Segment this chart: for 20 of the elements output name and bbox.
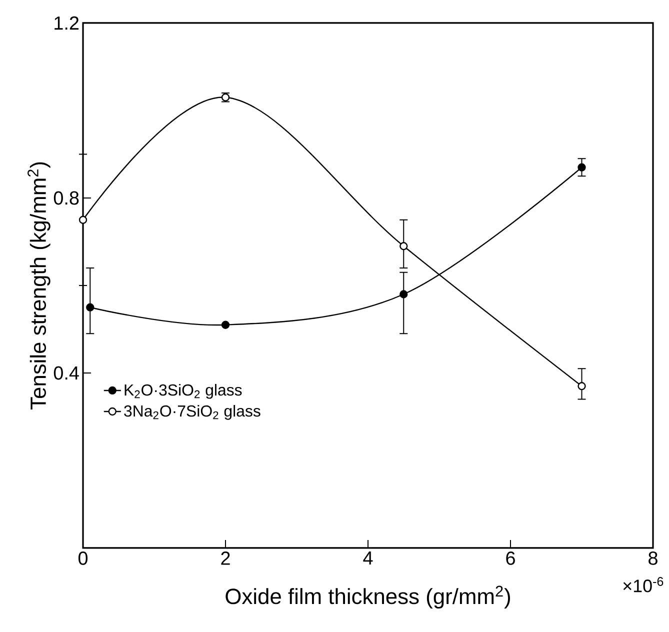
point [221,320,230,329]
x-tick-label: 8 [648,552,658,565]
text: ×10$^{-6}$ [623,577,664,592]
y-tick-label: 0.4 [54,366,79,380]
y-tick-label: 0.8 [54,191,79,205]
x-tick-label: 2 [221,552,230,565]
legend-label: K$_{2}$O·3SiO$_{2}$ glass [124,384,242,399]
point [78,216,88,224]
point [400,290,408,298]
legend-label: 3Na$_{2}$O·7SiO$_{2}$ glass [124,404,260,420]
y-tick-label: 1.2 [54,16,79,30]
x-tick-label: 0 [78,552,88,565]
point [578,382,586,390]
point [578,163,586,172]
point [86,303,94,312]
point [400,242,408,250]
y-axis-title: Tensile strength (kg/mm$^{2}$) [28,162,50,410]
x-tick-label: 4 [363,552,373,565]
x-tick-label: 6 [506,552,515,565]
x-axis-title: Oxide film thickness (gr/mm$^{2}$) [226,586,510,609]
